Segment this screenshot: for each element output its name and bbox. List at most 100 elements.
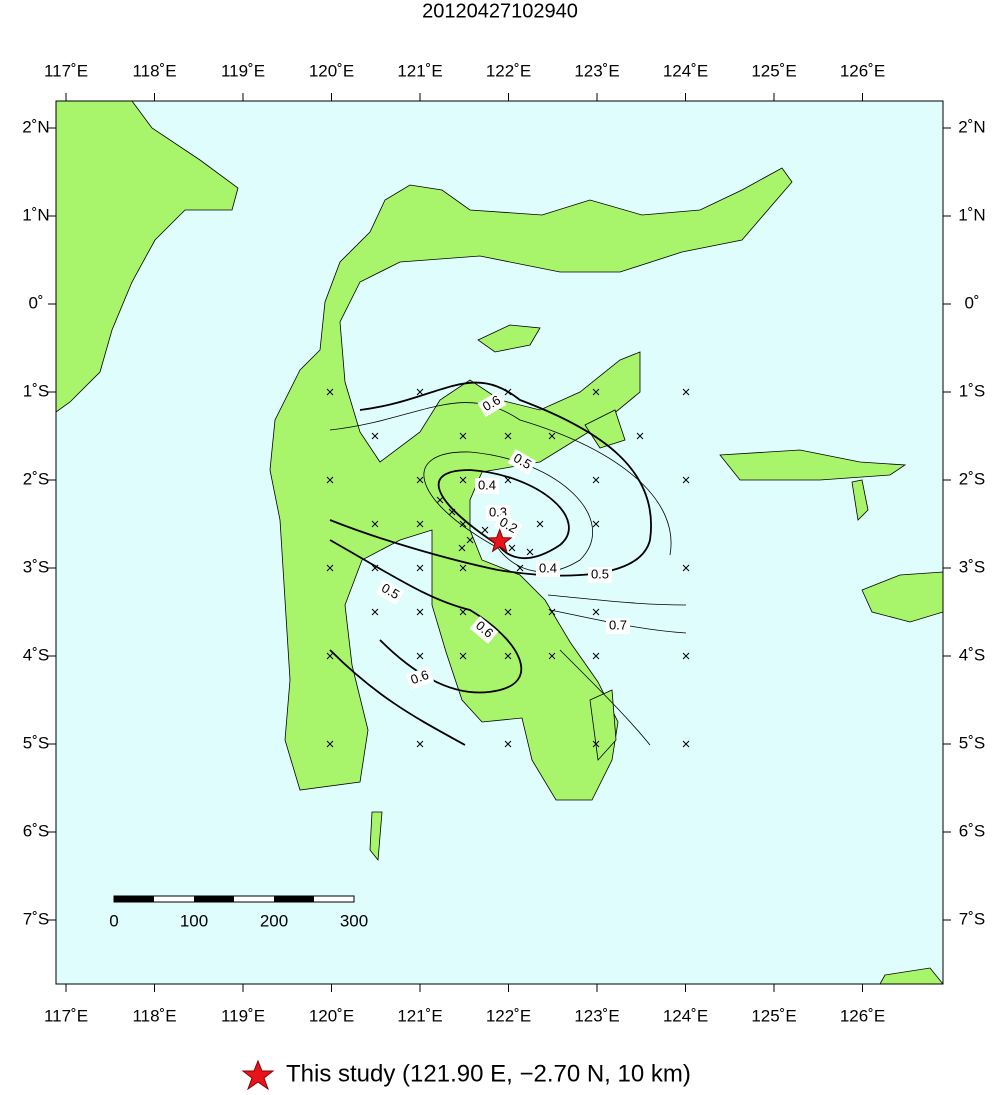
y-tick-label: 7˚S [23,909,49,928]
station [416,608,424,616]
y-tick-label: 5˚S [23,733,49,752]
contour-label-bg [493,513,523,539]
x-tick-label: 120˚E [309,1006,354,1025]
station [504,608,512,616]
station [504,476,512,484]
y-tick-label: 1˚N [958,205,985,224]
x-tick-label: 123˚E [574,1006,619,1025]
x-tick-label: 119˚E [221,1006,265,1025]
contour-label-bg [606,618,630,634]
contour-label: 0.6 [409,667,431,687]
station [459,520,467,528]
map-frame [55,100,944,985]
contour-label-bg [536,561,560,577]
x-tick-label: 118˚E [132,61,176,80]
y-tick-label: 2˚N [958,117,985,136]
station [326,740,334,748]
scale-label: 0 [109,911,118,930]
y-tick-label: 1˚S [23,381,49,400]
station [371,432,379,440]
scale-label: 100 [180,911,208,930]
legend-label: This study (121.90 E, −2.70 N, 10 km) [286,1060,691,1087]
station [466,536,474,544]
x-tick-label: 124˚E [663,1006,708,1025]
contour-label: 0.4 [478,477,496,492]
scale-label: 200 [260,911,288,930]
y-tick-label: 6˚S [23,821,49,840]
y-tick-label: 4˚S [959,645,985,664]
x-tick-label: 126˚E [840,61,885,80]
station [504,432,512,440]
legend-star [241,1059,275,1091]
station [371,564,379,572]
station [548,608,556,616]
station [508,544,516,552]
contour-label: 0.5 [591,566,609,581]
y-tick-label: 2˚S [959,469,985,488]
station [516,564,524,572]
station [458,544,466,552]
station [536,520,544,528]
station [504,388,512,396]
station [592,476,600,484]
station [504,652,512,660]
x-tick-label: 124˚E [663,61,708,80]
station [592,652,600,660]
station [416,388,424,396]
y-tick-label: 5˚S [959,733,985,752]
scale-bar [113,895,355,903]
x-tick-label: 121˚E [397,1006,442,1025]
station [448,508,456,516]
x-tick-label: 117˚E [44,1006,88,1025]
station [416,564,424,572]
station [459,652,467,660]
station [592,520,600,528]
station [416,520,424,528]
x-tick-label: 126˚E [840,1006,885,1025]
station [459,432,467,440]
scale-label: 300 [340,911,368,930]
y-tick-label: 1˚S [959,381,985,400]
station [371,520,379,528]
y-tick-label: 0˚ [964,293,979,312]
x-tick-label: 120˚E [309,61,354,80]
contour-label: 0.4 [539,560,557,575]
x-tick-label: 123˚E [574,61,619,80]
station [436,496,444,504]
contour-label-bg [405,666,435,690]
station [682,564,690,572]
y-tick-label: 0˚ [28,293,43,312]
epicenter [486,528,513,553]
x-tick-label: 122˚E [486,1006,531,1025]
station [459,608,467,616]
station [526,548,534,556]
station [504,740,512,748]
station [682,740,690,748]
station [459,564,467,572]
x-tick-label: 125˚E [751,61,796,80]
station [416,740,424,748]
x-tick-label: 125˚E [751,1006,796,1025]
contour-label-bg [469,616,499,644]
station [592,740,600,748]
land [56,101,943,984]
station [548,652,556,660]
station [416,652,424,660]
title: 20120427102940 [422,0,578,22]
station [548,432,556,440]
station [326,652,334,660]
y-tick-label: 7˚S [959,909,985,928]
station [636,432,644,440]
contour-label-bg [475,478,499,494]
x-tick-label: 119˚E [221,61,265,80]
station [682,388,690,396]
contours [329,381,687,746]
x-tick-label: 122˚E [486,61,531,80]
station [682,652,690,660]
contour-label-bg [588,567,612,583]
station [682,476,690,484]
station [592,388,600,396]
station [326,564,334,572]
contour-label-bg [477,391,507,417]
